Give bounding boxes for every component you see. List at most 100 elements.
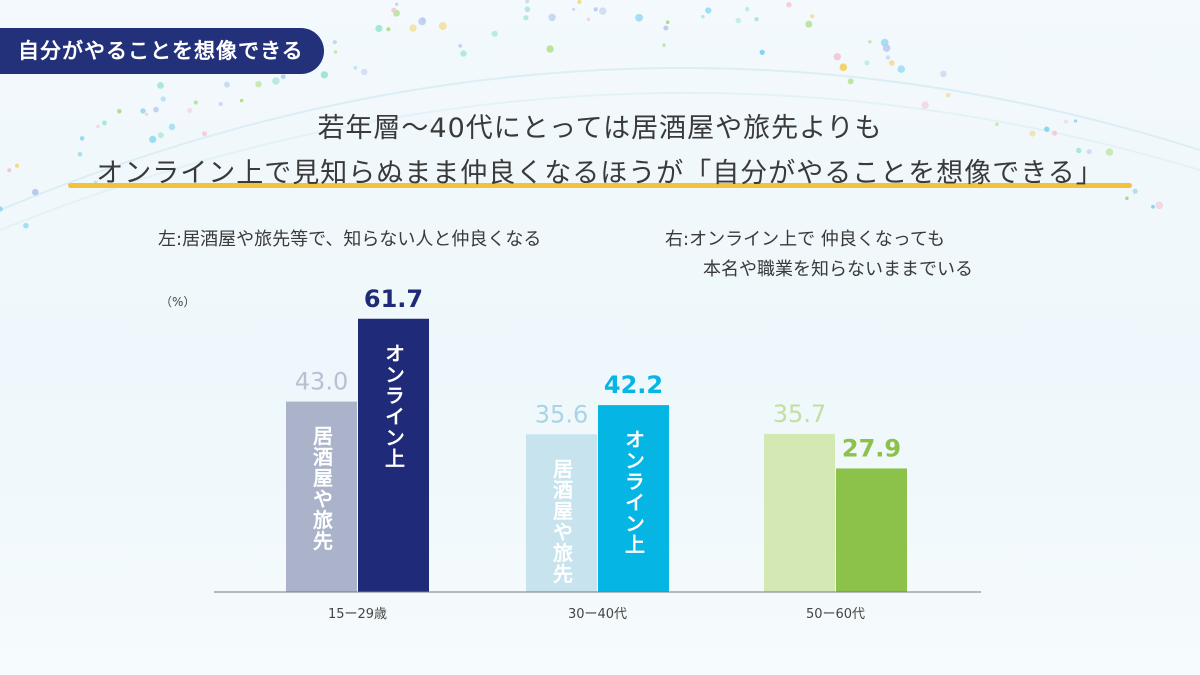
decorative-dot — [332, 40, 337, 45]
bar-value-label: 35.6 — [535, 400, 588, 428]
decorative-dot — [239, 98, 244, 103]
decorative-dot — [157, 132, 164, 139]
decorative-dot — [885, 55, 891, 60]
decorative-dot — [759, 49, 765, 55]
decorative-dot — [375, 24, 383, 33]
decorative-dot — [320, 71, 328, 79]
decorative-dot — [577, 0, 582, 4]
decorative-dot — [1073, 119, 1078, 123]
decorative-dot — [754, 17, 759, 22]
decorative-dot — [1076, 147, 1082, 154]
decorative-dot — [523, 15, 529, 21]
decorative-dot — [635, 13, 643, 22]
decorative-dot — [168, 123, 176, 131]
decorative-dot — [102, 120, 107, 126]
decorative-dot — [144, 112, 149, 116]
bar-value-label: 35.7 — [773, 400, 826, 428]
headline-line-2: オンライン上で見知らぬまま仲良くなるほうが「自分がやることを想像できる」 — [96, 158, 1104, 189]
decorative-dot — [353, 66, 358, 70]
decorative-dot — [701, 14, 705, 19]
bar-value-label: 43.0 — [295, 368, 348, 396]
bar — [358, 318, 429, 592]
decorative-dot — [14, 163, 20, 168]
decorative-dot — [593, 7, 598, 12]
decorative-dot — [361, 68, 368, 76]
decorative-dot — [224, 81, 230, 88]
decorative-dot — [940, 70, 947, 78]
decorative-dot — [491, 30, 498, 37]
decorative-dot — [735, 17, 741, 24]
decorative-dot — [149, 135, 157, 143]
decorative-dot — [599, 7, 607, 15]
bar-inside-label: 居酒屋や旅先 — [550, 458, 574, 584]
bar — [598, 405, 669, 592]
decorative-dot — [395, 2, 399, 6]
decorative-dot — [272, 77, 280, 85]
decorative-dot — [186, 107, 193, 114]
legend-right-line-2: 本名や職業を知らないままでいる — [703, 259, 973, 280]
decorative-dot — [218, 101, 223, 107]
decorative-dot — [786, 1, 792, 8]
decorative-dot — [705, 7, 712, 14]
decorative-dot — [995, 122, 999, 127]
legend-right-line-1: 右:オンライン上で 仲良くなっても — [665, 229, 945, 250]
decorative-dot — [280, 74, 286, 80]
decorative-dot — [333, 50, 338, 54]
decorative-dot — [1063, 119, 1069, 124]
decorative-dot — [77, 152, 83, 157]
category-label: 15ー29歳 — [328, 607, 387, 622]
legend-left: 左:居酒屋や旅先等で、知らない人と仲良くなる — [158, 229, 542, 250]
decorative-dot — [546, 45, 554, 53]
decorative-dot — [418, 17, 427, 26]
decorative-dot — [839, 63, 848, 71]
decorative-dot — [525, 0, 530, 4]
decorative-dot — [193, 100, 198, 105]
decorative-dot — [255, 81, 262, 88]
decorative-dot — [458, 44, 463, 48]
decorative-dot — [23, 222, 29, 229]
bar — [526, 434, 597, 592]
decorative-dot — [1125, 196, 1129, 201]
decorative-dot — [460, 50, 467, 57]
decorative-dot — [7, 168, 12, 173]
decorative-dot — [32, 188, 39, 196]
decorative-dot — [665, 20, 670, 25]
decorative-dot — [391, 7, 397, 13]
decorative-dot — [897, 65, 905, 73]
decorative-dot — [386, 27, 391, 32]
bar-value-label: 27.9 — [842, 434, 901, 462]
bar — [286, 401, 357, 592]
decorative-dot — [157, 82, 164, 89]
decorative-dot — [1105, 148, 1114, 156]
headline-line-1: 若年層～40代にとっては居酒屋や旅先よりも — [317, 113, 883, 144]
decorative-dot — [745, 7, 750, 12]
decorative-dot — [868, 40, 872, 44]
bar-inside-label: オンライン上 — [622, 429, 646, 555]
decorative-dot — [1044, 126, 1050, 132]
decorative-dot — [524, 6, 531, 13]
decorative-dot — [140, 108, 146, 114]
decorative-dot — [96, 124, 100, 129]
bar — [764, 433, 835, 592]
decorative-dot — [201, 131, 208, 137]
decorative-dot — [1052, 130, 1058, 136]
bar — [836, 468, 907, 592]
decorative-dot — [662, 43, 666, 47]
bar-value-label: 42.2 — [604, 371, 663, 399]
decorative-dot — [153, 106, 159, 113]
decorative-dot — [805, 20, 813, 28]
decorative-dot — [864, 60, 870, 66]
decorative-dot — [882, 44, 891, 52]
unit-label: （%） — [160, 295, 196, 309]
decorative-dot — [1086, 149, 1092, 155]
section-tag: 自分がやることを想像できる — [0, 28, 324, 74]
decorative-dot — [1132, 188, 1138, 194]
decorative-dot — [889, 60, 895, 66]
decorative-dot — [117, 109, 122, 114]
decorative-dot — [586, 17, 591, 22]
decorative-dot — [921, 101, 929, 109]
decorative-dot — [79, 136, 85, 141]
decorative-dot — [1155, 201, 1163, 210]
decorative-dot — [548, 13, 556, 22]
